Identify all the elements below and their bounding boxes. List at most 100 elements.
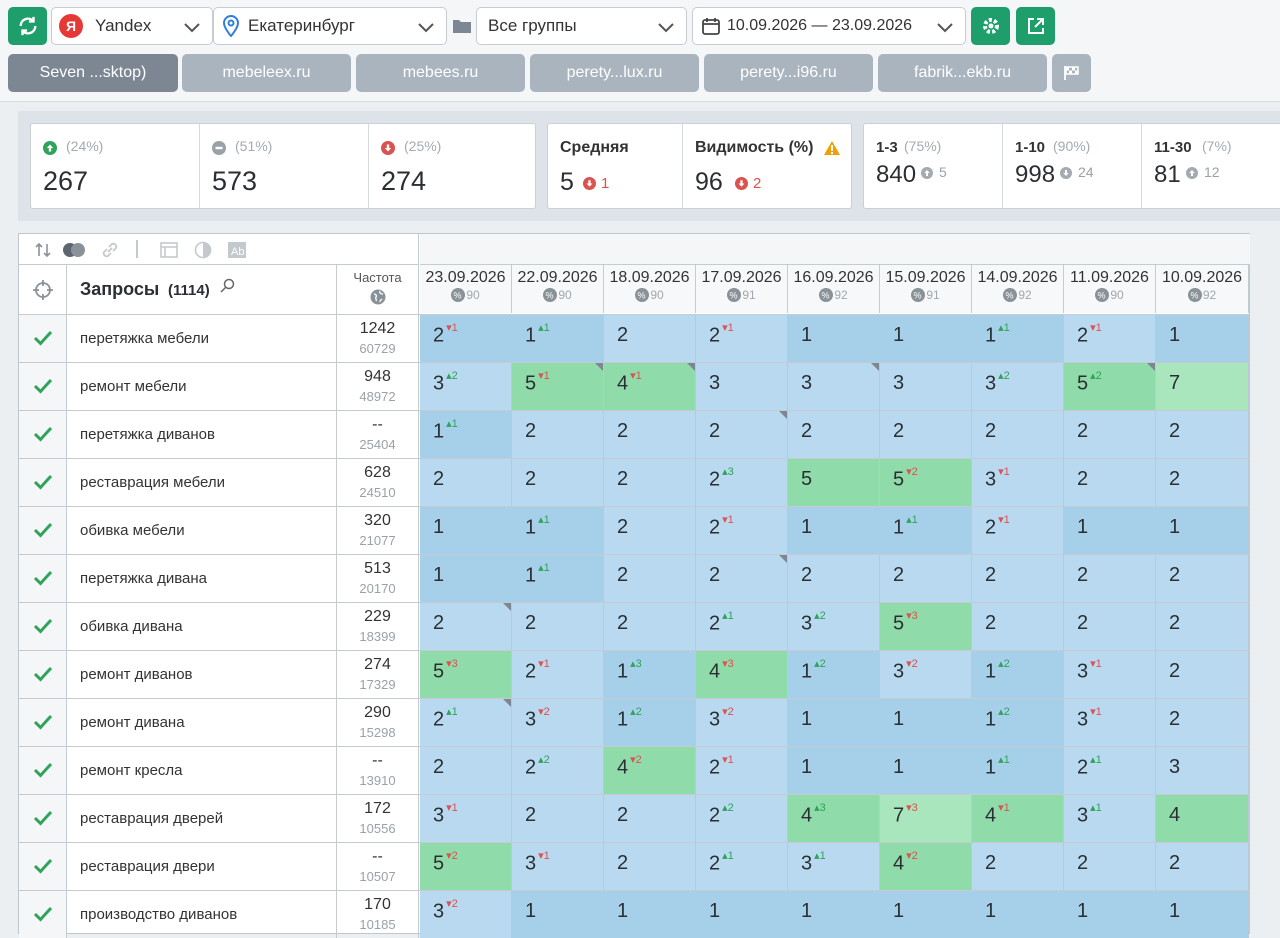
row-status[interactable] (19, 891, 67, 938)
crosshair-icon[interactable] (32, 279, 54, 301)
position-cell[interactable]: 2 (1156, 603, 1249, 650)
position-cell[interactable]: 2 (1064, 603, 1156, 650)
position-cell[interactable]: 3 (1156, 747, 1249, 794)
query-text[interactable]: перетяжка дивана (67, 555, 337, 602)
position-cell[interactable]: 2 (604, 315, 696, 362)
position-cell[interactable]: 2 (972, 555, 1064, 602)
position-cell[interactable]: 1 (880, 747, 972, 794)
row-status[interactable] (19, 411, 67, 458)
position-cell[interactable]: 3 ▴2 (420, 363, 512, 410)
export-button[interactable] (1016, 7, 1055, 45)
row-status[interactable] (19, 651, 67, 698)
date-column-header[interactable]: 14.09.2026% 92 (972, 265, 1064, 313)
settings-button[interactable] (971, 7, 1010, 45)
position-cell[interactable]: 1 (880, 891, 972, 938)
tab-site[interactable]: Seven ...sktop) (8, 54, 178, 92)
position-cell[interactable]: 1 ▴1 (880, 507, 972, 554)
toggle-icon[interactable] (62, 242, 86, 258)
frequency-column-header[interactable]: Частота (337, 265, 419, 314)
sort-icon[interactable] (35, 242, 51, 258)
query-text[interactable]: обивка мебели (67, 507, 337, 554)
date-column-header[interactable]: 22.09.2026% 90 (512, 265, 604, 313)
date-column-header[interactable]: 17.09.2026% 91 (696, 265, 788, 313)
position-cell[interactable]: 1 ▴2 (788, 651, 880, 698)
position-cell[interactable]: 1 (1064, 891, 1156, 938)
refresh-button[interactable] (8, 7, 47, 45)
position-cell[interactable]: 1 (1156, 507, 1249, 554)
query-text[interactable]: перетяжка мебели (67, 315, 337, 362)
position-cell[interactable]: 7 ▾3 (880, 795, 972, 842)
position-cell[interactable]: 2 (1156, 843, 1249, 890)
position-cell[interactable]: 2 ▴1 (696, 843, 788, 890)
position-cell[interactable]: 1 (880, 315, 972, 362)
link-icon[interactable] (101, 241, 119, 259)
position-cell[interactable]: 2 (972, 411, 1064, 458)
table-view-icon[interactable] (160, 242, 178, 258)
position-cell[interactable]: 3 ▾1 (972, 459, 1064, 506)
row-status[interactable] (19, 507, 67, 554)
contrast-icon[interactable] (194, 241, 212, 259)
position-cell[interactable]: 5 (788, 459, 880, 506)
position-cell[interactable]: 2 (1064, 555, 1156, 602)
position-cell[interactable]: 2 (1156, 459, 1249, 506)
row-status[interactable] (19, 555, 67, 602)
position-cell[interactable]: 2 ▾1 (696, 507, 788, 554)
position-cell[interactable]: 4 (1156, 795, 1249, 842)
position-cell[interactable]: 1 (788, 315, 880, 362)
position-cell[interactable]: 3 ▾2 (880, 651, 972, 698)
queries-column-header[interactable]: Запросы (1114) (67, 265, 337, 314)
position-cell[interactable]: 2 (788, 411, 880, 458)
position-cell[interactable]: 2 (420, 459, 512, 506)
position-cell[interactable]: 1 (1156, 315, 1249, 362)
position-cell[interactable]: 1 (512, 891, 604, 938)
query-text[interactable]: обивка дивана (67, 603, 337, 650)
position-cell[interactable]: 2 (604, 795, 696, 842)
row-status[interactable] (19, 459, 67, 506)
row-status[interactable] (19, 603, 67, 650)
date-column-header[interactable]: 23.09.2026% 90 (420, 265, 512, 313)
position-cell[interactable]: 3 ▾2 (696, 699, 788, 746)
tab-site[interactable]: mebees.ru (356, 54, 525, 92)
date-column-header[interactable]: 10.09.2026% 92 (1156, 265, 1249, 313)
position-cell[interactable]: 2 (420, 603, 512, 650)
position-cell[interactable]: 5 ▾3 (880, 603, 972, 650)
position-cell[interactable]: 2 (1156, 555, 1249, 602)
position-cell[interactable]: 1 (604, 891, 696, 938)
position-cell[interactable]: 2 (880, 411, 972, 458)
tab-flag[interactable] (1052, 54, 1091, 92)
position-cell[interactable]: 2 (604, 843, 696, 890)
position-cell[interactable]: 2 ▴3 (696, 459, 788, 506)
position-cell[interactable]: 2 (1156, 411, 1249, 458)
position-cell[interactable]: 2 (788, 555, 880, 602)
position-cell[interactable]: 2 (1064, 843, 1156, 890)
position-cell[interactable]: 2 (512, 411, 604, 458)
tab-site[interactable]: perety...lux.ru (530, 54, 699, 92)
position-cell[interactable]: 3 ▴1 (788, 843, 880, 890)
date-column-header[interactable]: 18.09.2026% 90 (604, 265, 696, 313)
tab-site[interactable]: perety...i96.ru (704, 54, 873, 92)
date-column-header[interactable]: 11.09.2026% 90 (1064, 265, 1156, 313)
position-cell[interactable]: 2 (1064, 411, 1156, 458)
position-cell[interactable]: 1 (420, 507, 512, 554)
query-text[interactable]: реставрация мебели (67, 459, 337, 506)
position-cell[interactable]: 1 (1156, 891, 1249, 938)
query-text[interactable]: ремонт диванов (67, 651, 337, 698)
position-cell[interactable]: 4 ▾2 (880, 843, 972, 890)
query-text[interactable]: ремонт дивана (67, 699, 337, 746)
position-cell[interactable]: 2 (1156, 651, 1249, 698)
position-cell[interactable]: 1 ▴2 (972, 651, 1064, 698)
position-cell[interactable]: 1 ▴1 (512, 507, 604, 554)
position-cell[interactable]: 2 (1156, 699, 1249, 746)
position-cell[interactable]: 3 ▾1 (1064, 699, 1156, 746)
search-engine-select[interactable]: Я Yandex (51, 7, 213, 45)
position-cell[interactable]: 1 (972, 891, 1064, 938)
position-cell[interactable]: 3 (788, 363, 880, 410)
position-cell[interactable]: 1 ▴1 (972, 747, 1064, 794)
position-cell[interactable]: 1 (788, 507, 880, 554)
row-status[interactable] (19, 363, 67, 410)
position-cell[interactable]: 1 (788, 699, 880, 746)
position-cell[interactable]: 2 (880, 555, 972, 602)
position-cell[interactable]: 5 ▴2 (1064, 363, 1156, 410)
query-text[interactable]: реставрация дверей (67, 795, 337, 842)
position-cell[interactable]: 5 ▾2 (420, 843, 512, 890)
